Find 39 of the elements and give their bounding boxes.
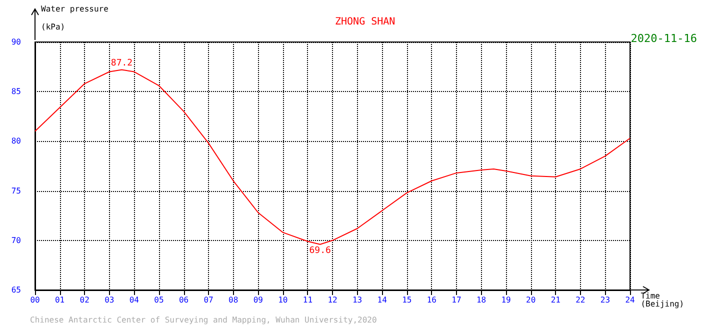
annotation: 87.2	[110, 58, 133, 68]
y-tick-label: 80	[11, 136, 22, 146]
x-tick-label: 21	[550, 296, 561, 304]
x-tick-label: 23	[600, 296, 610, 304]
x-tick-label: 10	[278, 296, 288, 304]
x-tick-label: 11	[302, 296, 313, 304]
text: Chinese Antarctic Center of Surveying and Mapping, Wuhan University,2020	[30, 316, 377, 324]
x-tick-label: 22	[576, 296, 586, 304]
x-tick-label: 15	[402, 296, 412, 304]
x-tick-label: 17	[452, 296, 462, 304]
text: 2020-11-16	[630, 32, 698, 45]
x-tick-label: 13	[352, 296, 362, 304]
y-tick-label: 75	[11, 186, 22, 196]
x-tick-label: 12	[328, 296, 338, 304]
x-tick-label: 18	[476, 296, 486, 304]
x-tick-label: 19	[501, 296, 512, 304]
y-tick-label: 65	[11, 286, 22, 294]
y-tick-label: 90	[11, 38, 22, 46]
annotation: 69.6	[309, 246, 331, 256]
x-tick-label: 07	[204, 296, 214, 304]
x-tick-label: 01	[54, 296, 65, 304]
x-tick-label: 20	[526, 296, 536, 304]
x-tick-label: 09	[253, 296, 264, 304]
x-tick-label: 04	[129, 296, 140, 304]
x-axis-title: Time (Beijing)	[640, 292, 684, 308]
chart-title: ZHONG SHAN	[335, 16, 396, 28]
x-tick-label: 02	[80, 296, 90, 304]
x-tick-label: 05	[154, 296, 164, 304]
x-tick-label: 06	[178, 296, 189, 304]
x-tick-label: 24	[625, 296, 635, 304]
y-axis-title: Water pressure (kPa)	[41, 4, 109, 32]
y-tick-label: 85	[11, 87, 22, 96]
x-tick-label: 03	[104, 296, 114, 304]
x-tick-label: 08	[228, 296, 238, 304]
x-tick-label: 00	[30, 296, 40, 304]
x-tick-label: 14	[377, 296, 388, 304]
line-series	[34, 69, 630, 245]
y-tick-label: 70	[11, 236, 22, 245]
x-tick-label: 16	[426, 296, 437, 304]
